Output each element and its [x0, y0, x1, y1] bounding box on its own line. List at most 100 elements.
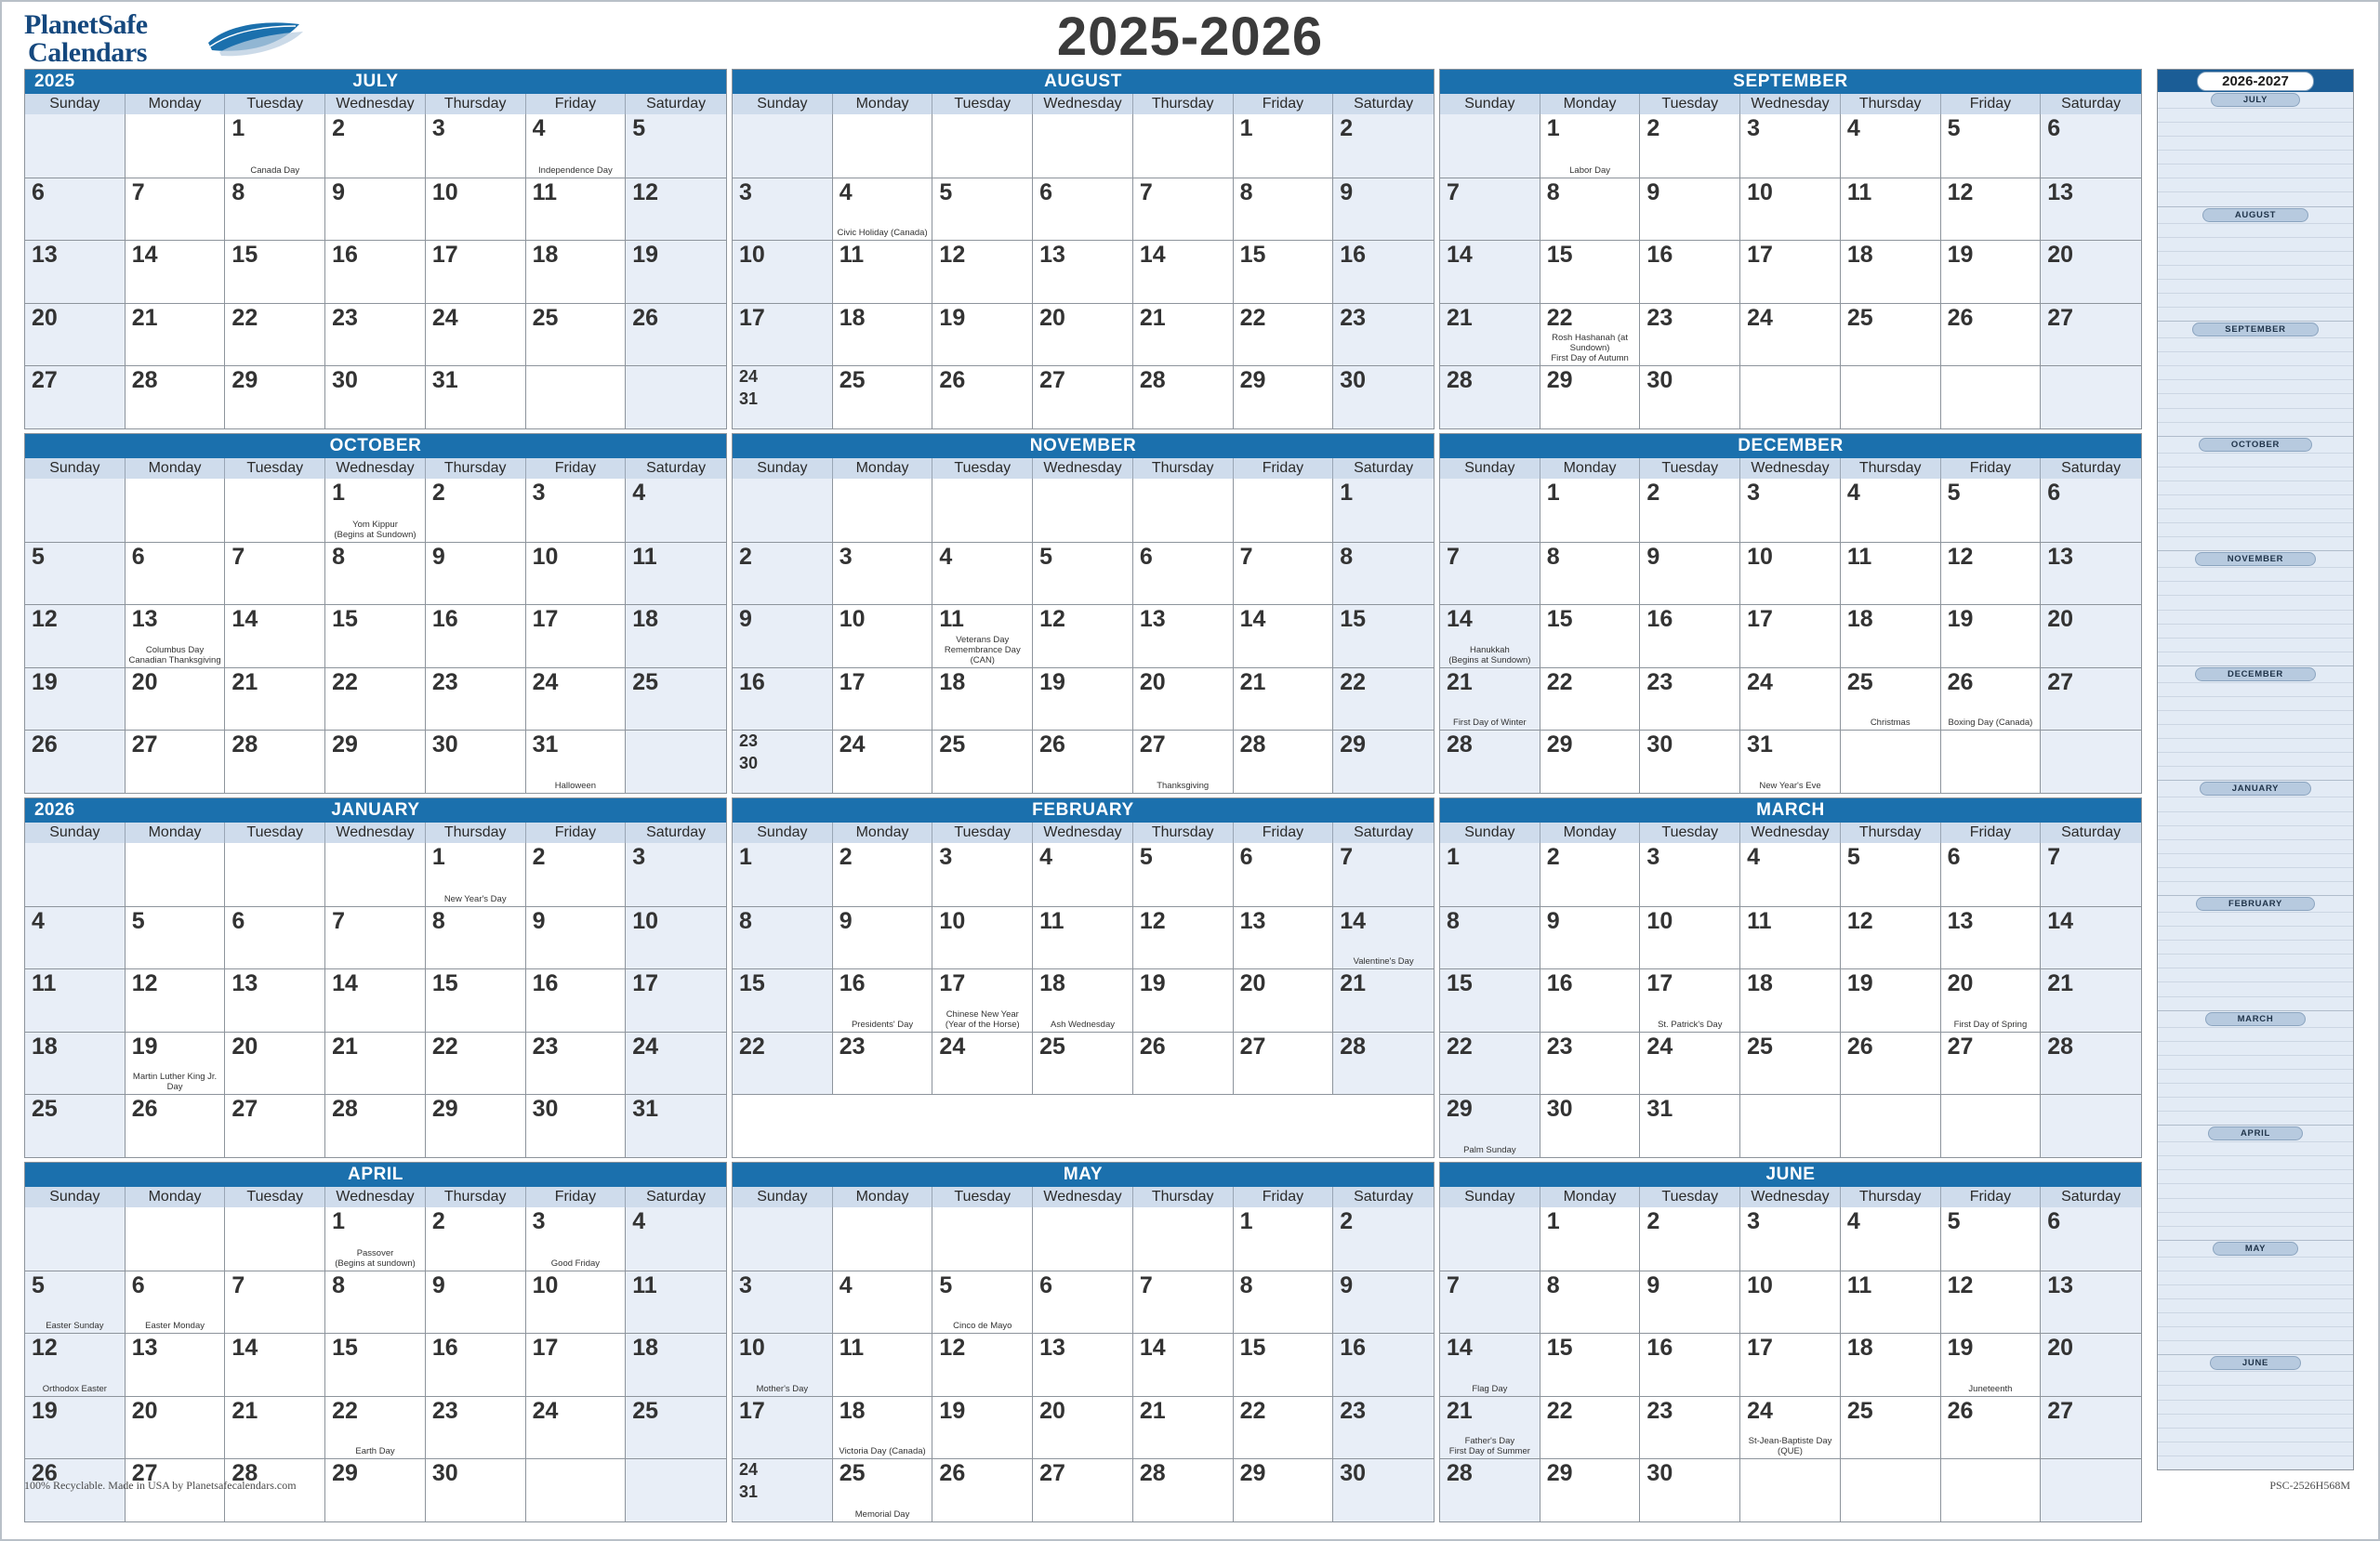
day-cell[interactable]: 8 — [1440, 906, 1540, 969]
sidebar-note-line[interactable] — [2158, 122, 2353, 136]
day-cell[interactable]: 22 — [1540, 667, 1641, 731]
day-cell[interactable]: 23 — [1540, 1032, 1641, 1095]
sidebar-note-line[interactable] — [2158, 1298, 2353, 1312]
day-cell[interactable]: 25 — [25, 1095, 126, 1157]
sidebar-note-line[interactable] — [2158, 595, 2353, 609]
day-cell[interactable]: 30 — [1640, 1459, 1741, 1521]
day-cell[interactable]: 17 — [1740, 241, 1841, 303]
day-cell[interactable]: 16 — [425, 605, 526, 667]
day-cell[interactable]: 11 — [1740, 906, 1841, 969]
day-cell[interactable]: 11 — [1033, 906, 1133, 969]
day-cell[interactable]: 19 — [25, 1396, 126, 1459]
day-cell[interactable]: 19 — [932, 303, 1034, 366]
day-cell[interactable]: 10 — [1740, 542, 1841, 605]
day-cell[interactable]: 8 — [1333, 542, 1434, 605]
sidebar-note-line[interactable] — [2158, 1256, 2353, 1271]
sidebar-note-line[interactable] — [2158, 838, 2353, 853]
day-cell[interactable]: 1 — [733, 843, 833, 906]
day-cell[interactable]: 24 — [1740, 303, 1841, 366]
day-cell[interactable]: 18 — [1840, 605, 1941, 667]
day-cell[interactable]: 8 — [733, 906, 833, 969]
day-cell[interactable]: 8 — [1233, 1271, 1334, 1334]
day-cell[interactable]: 28 — [125, 366, 226, 428]
day-cell[interactable]: 28 — [1132, 366, 1234, 428]
day-cell[interactable]: 7 — [325, 906, 426, 969]
sidebar-note-line[interactable] — [2158, 379, 2353, 393]
day-cell[interactable]: 19 — [1840, 969, 1941, 1032]
sidebar-note-line[interactable] — [2158, 108, 2353, 122]
day-cell[interactable]: 24 — [425, 303, 526, 366]
day-cell[interactable]: 23 — [1640, 667, 1741, 731]
day-cell[interactable]: 23 — [1640, 303, 1741, 366]
day-cell[interactable]: 24 31 — [733, 366, 833, 428]
sidebar-note-line[interactable] — [2158, 954, 2353, 968]
day-cell[interactable]: 11 — [1840, 542, 1941, 605]
day-cell[interactable]: 10 — [832, 605, 933, 667]
day-cell[interactable]: 21 — [1132, 303, 1234, 366]
day-cell[interactable]: 25 — [525, 303, 627, 366]
sidebar-note-line[interactable] — [2158, 494, 2353, 508]
day-cell[interactable]: 24 — [832, 731, 933, 793]
day-cell[interactable]: 14 — [2041, 906, 2141, 969]
day-cell[interactable]: 8 — [1540, 542, 1641, 605]
day-cell[interactable]: 3 — [832, 542, 933, 605]
day-cell[interactable]: 29 Palm Sunday — [1440, 1095, 1540, 1157]
day-cell[interactable]: 30 — [425, 1459, 526, 1521]
sidebar-note-line[interactable] — [2158, 536, 2353, 550]
day-cell[interactable]: 9 — [1540, 906, 1641, 969]
day-cell[interactable]: 13 — [1233, 906, 1334, 969]
sidebar-ruled-lines[interactable] — [2158, 912, 2353, 1010]
day-cell[interactable]: 26 Boxing Day (Canada) — [1940, 667, 2042, 731]
sidebar-note-line[interactable] — [2158, 1211, 2353, 1226]
day-cell[interactable]: 23 — [525, 1032, 627, 1095]
day-cell[interactable]: 23 — [832, 1032, 933, 1095]
day-cell[interactable]: 28 — [1440, 366, 1540, 428]
day-cell[interactable]: 22 — [733, 1032, 833, 1095]
day-cell[interactable]: 10 — [1640, 906, 1741, 969]
day-cell[interactable]: 4 — [1740, 843, 1841, 906]
day-cell[interactable]: 23 — [325, 303, 426, 366]
day-cell[interactable]: 9 — [1333, 1271, 1434, 1334]
sidebar-note-line[interactable] — [2158, 1312, 2353, 1326]
day-cell[interactable]: 3 — [1740, 479, 1841, 542]
day-cell[interactable]: 27 — [25, 366, 126, 428]
day-cell[interactable]: 13 — [125, 1334, 226, 1396]
sidebar-ruled-lines[interactable] — [2158, 108, 2353, 206]
day-cell[interactable]: 11 — [25, 969, 126, 1032]
day-cell[interactable]: 27 — [2041, 303, 2141, 366]
day-cell[interactable]: 15 — [1540, 605, 1641, 667]
day-cell[interactable]: 11 — [525, 178, 627, 241]
day-cell[interactable]: 21 — [225, 667, 326, 731]
sidebar-ruled-lines[interactable] — [2158, 1141, 2353, 1240]
sidebar-note-line[interactable] — [2158, 797, 2353, 810]
day-cell[interactable]: 11 — [1840, 1271, 1941, 1334]
sidebar-note-line[interactable] — [2158, 981, 2353, 995]
day-cell[interactable]: 12 — [1132, 906, 1234, 969]
day-cell[interactable]: 22 — [325, 667, 426, 731]
day-cell[interactable]: 3 — [525, 479, 627, 542]
day-cell[interactable]: 20 — [1033, 1396, 1133, 1459]
day-cell[interactable]: 28 — [1440, 731, 1540, 793]
day-cell[interactable]: 4 — [25, 906, 126, 969]
day-cell[interactable]: 12 — [1840, 906, 1941, 969]
day-cell[interactable]: 4 — [626, 1207, 726, 1271]
day-cell[interactable]: 20 — [25, 303, 126, 366]
day-cell[interactable]: 19 — [1940, 241, 2042, 303]
day-cell[interactable]: 1 — [1440, 843, 1540, 906]
day-cell[interactable]: 9 — [525, 906, 627, 969]
day-cell[interactable]: 25 — [1740, 1032, 1841, 1095]
day-cell[interactable]: 30 — [1333, 366, 1434, 428]
day-cell[interactable]: 14 — [125, 241, 226, 303]
day-cell[interactable]: 5 — [932, 178, 1034, 241]
day-cell[interactable]: 19 Juneteenth — [1940, 1334, 2042, 1396]
day-cell[interactable]: 18 — [1840, 1334, 1941, 1396]
sidebar-ruled-lines[interactable] — [2158, 681, 2353, 781]
sidebar-note-line[interactable] — [2158, 912, 2353, 926]
sidebar-note-line[interactable] — [2158, 365, 2353, 379]
sidebar-note-line[interactable] — [2158, 623, 2353, 638]
day-cell[interactable]: 1 — [1233, 114, 1334, 178]
day-cell[interactable]: 28 — [1440, 1459, 1540, 1521]
sidebar-note-line[interactable] — [2158, 866, 2353, 881]
day-cell[interactable]: 10 — [733, 241, 833, 303]
day-cell[interactable]: 26 — [25, 1459, 126, 1521]
